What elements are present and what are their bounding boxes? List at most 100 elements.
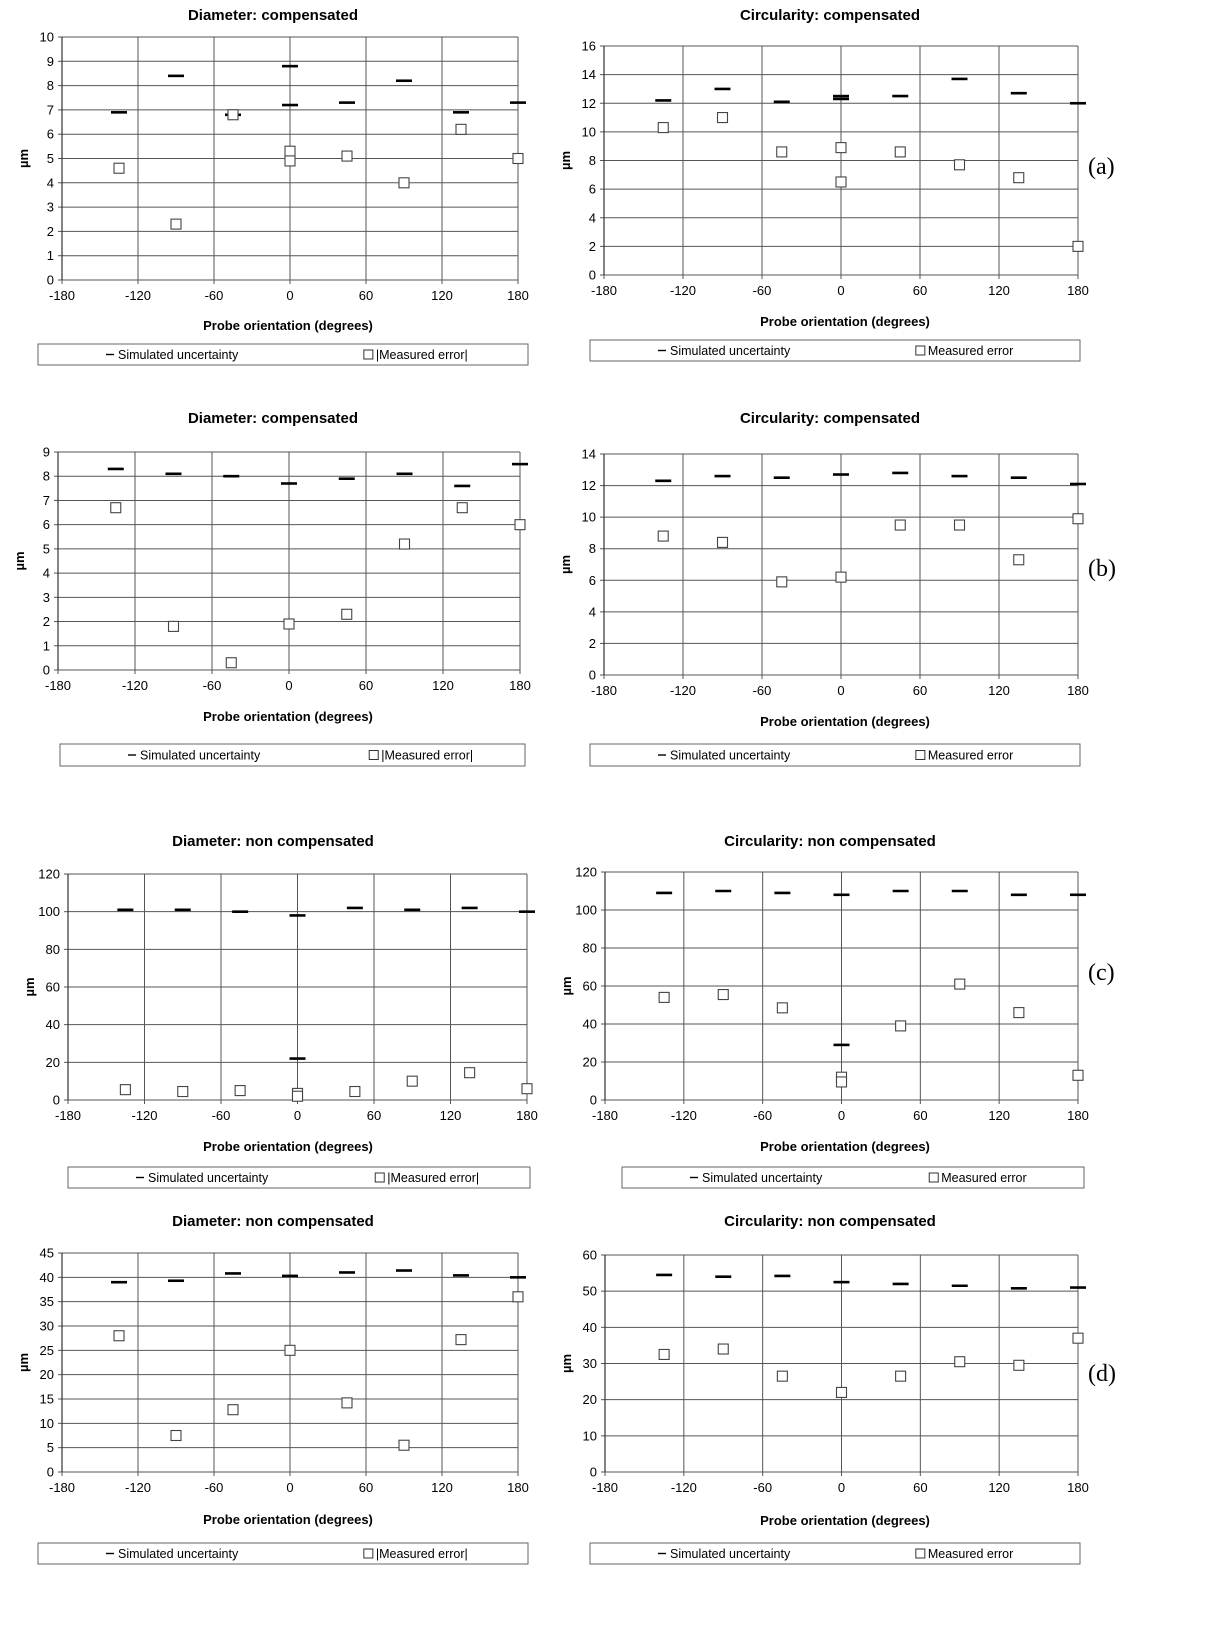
x-tick-label: 60 (359, 288, 373, 303)
measured-error-point (464, 1067, 476, 1079)
measured-error-point (894, 519, 906, 531)
measured-error-point (835, 571, 847, 583)
y-tick-label: 80 (583, 941, 597, 956)
chart-d-left: Diameter: non compensated 0 5 10 15 20 25 30 35 4… (16, 1213, 529, 1565)
measured-error-point (835, 142, 847, 154)
measured-error-point (167, 620, 180, 632)
measured-error-point (227, 1404, 239, 1416)
x-tick-label: 180 (507, 1480, 529, 1495)
y-tick-label: 4 (43, 566, 50, 581)
measured-error-point (284, 155, 296, 167)
chart-title: Circularity: compensated (740, 410, 920, 427)
legend-square-icon (915, 750, 926, 760)
y-tick-label: 60 (583, 1248, 597, 1263)
x-axis-title: Probe orientation (degrees) (203, 1512, 373, 1527)
y-tick-label: 4 (589, 210, 596, 225)
chart-title: Circularity: non compensated (724, 833, 936, 850)
chart-title: Diameter: non compensated (172, 1213, 374, 1230)
measured-error-point (776, 1002, 788, 1014)
x-axis-title: Probe orientation (degrees) (760, 1139, 930, 1154)
y-tick-label: 40 (583, 1320, 597, 1335)
y-tick-label: 5 (47, 151, 54, 166)
legend-simulated: Simulated uncertainty (702, 1171, 823, 1185)
y-tick-label: 7 (47, 102, 54, 117)
x-tick-label: -60 (753, 683, 772, 698)
x-tick-label: 120 (431, 1480, 453, 1495)
legend-square-icon (374, 1172, 385, 1183)
y-axis-title: µm (558, 555, 573, 574)
legend-measured: Measured error (928, 344, 1013, 358)
x-tick-label: 180 (516, 1108, 538, 1123)
x-tick-label: -60 (753, 283, 772, 298)
y-tick-label: 0 (590, 1465, 597, 1480)
measured-error-point (283, 618, 295, 630)
x-tick-label: 180 (507, 288, 529, 303)
chart-c-left: Diameter: non compensated 0 20 40 60 80 100 120… (22, 833, 538, 1189)
measured-error-point (658, 1348, 670, 1361)
x-tick-label: -60 (753, 1480, 772, 1495)
x-tick-label: 120 (440, 1108, 462, 1123)
chart-a-left: Diameter: compensated 0 1 2 3 4 5 6 7 8 9 10 -180 -12… (16, 7, 529, 366)
y-tick-label: 40 (40, 1270, 54, 1285)
x-tick-label: -180 (55, 1108, 81, 1123)
y-tick-label: 1 (43, 638, 50, 653)
measured-error-point (512, 1291, 524, 1303)
y-tick-label: 6 (47, 127, 54, 142)
x-axis-title: Probe orientation (degrees) (203, 318, 373, 333)
measured-error-point (717, 988, 729, 1001)
measured-error-point (291, 1090, 304, 1102)
y-axis-title: µm (12, 551, 27, 570)
x-tick-label: 120 (988, 1108, 1010, 1123)
y-tick-label: 0 (47, 273, 54, 288)
x-tick-label: -60 (753, 1108, 772, 1123)
measured-error-point (1072, 1332, 1084, 1344)
legend-box (589, 1542, 1081, 1565)
y-tick-label: 8 (47, 78, 54, 93)
legend-measured: |Measured error| (387, 1171, 479, 1185)
x-tick-label: -180 (592, 1480, 618, 1495)
measured-error-point (895, 1020, 907, 1032)
measured-error-point (227, 109, 239, 121)
measured-error-point (1013, 554, 1025, 566)
measured-error-point (716, 112, 729, 124)
x-tick-label: 120 (432, 678, 454, 693)
x-tick-label: -180 (592, 1108, 618, 1123)
x-tick-label: 180 (1067, 283, 1089, 298)
y-tick-label: 2 (589, 239, 596, 254)
y-tick-label: 10 (40, 1416, 54, 1431)
x-tick-label: -120 (122, 678, 148, 693)
y-tick-label: 6 (43, 517, 50, 532)
chart-title: Circularity: non compensated (724, 1213, 936, 1230)
y-tick-label: 2 (589, 636, 596, 651)
y-tick-label: 3 (43, 590, 50, 605)
measured-error-point (776, 576, 788, 588)
y-tick-label: 8 (589, 541, 596, 556)
legend-box (67, 1166, 531, 1189)
y-tick-label: 14 (582, 67, 596, 82)
x-tick-label: -180 (45, 678, 71, 693)
measured-error-point (398, 177, 410, 189)
measured-error-point (284, 1344, 296, 1356)
x-tick-label: -120 (125, 1480, 151, 1495)
y-tick-label: 9 (47, 54, 54, 69)
chart-d-right: Circularity: non compensated 0 10 20 30 40 50 6… (559, 1213, 1089, 1565)
y-tick-label: 20 (46, 1055, 60, 1070)
y-tick-label: 2 (47, 224, 54, 239)
x-tick-label: 0 (286, 288, 293, 303)
y-tick-label: 60 (46, 980, 60, 995)
legend-measured: Measured error (928, 749, 1013, 763)
legend-simulated: Simulated uncertainty (148, 1171, 269, 1185)
y-tick-label: 10 (583, 1428, 597, 1443)
legend-measured: Measured error (928, 1547, 1013, 1561)
y-tick-label: 30 (583, 1356, 597, 1371)
measured-error-point (717, 1343, 729, 1355)
measured-error-point (341, 608, 353, 620)
measured-error-point (119, 1084, 131, 1096)
x-tick-label: -120 (671, 1480, 697, 1495)
measured-error-point (512, 152, 524, 165)
measured-error-point (514, 519, 526, 531)
x-tick-label: 60 (913, 683, 927, 698)
y-axis-title: µm (16, 149, 31, 168)
x-tick-label: 0 (838, 1108, 845, 1123)
measured-error-point (953, 159, 966, 171)
